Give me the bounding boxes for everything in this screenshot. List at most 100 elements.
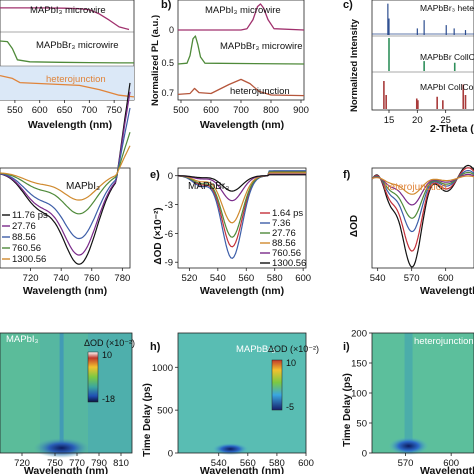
panel-e-line-2 (177, 171, 306, 238)
panel-f-ylabel: ΔOD (349, 215, 360, 237)
panel-d-line-4 (0, 145, 131, 201)
panel-d-legend-label-4: 1300.56 (12, 254, 46, 265)
panel-g-xtick-label-3: 790 (91, 458, 107, 469)
panel-i-xtick-label-0: 570 (398, 458, 414, 469)
panel-b-letter: b) (161, 0, 172, 11)
panel-a-line-1 (0, 40, 134, 64)
panel-b-line-0 (178, 3, 305, 31)
panel-d-xlabel: Wavelength (nm) (23, 285, 107, 297)
panel-g-feature-blob (33, 438, 90, 458)
panel-h-xlabel: Wavelength (nm) (200, 465, 284, 474)
panel-e-legend-label-3: 88.56 (272, 238, 296, 249)
panel-g-feature-band (59, 333, 64, 453)
panel-b-xtick-label-3: 800 (263, 105, 279, 116)
panel-g: MAPbI₃ ΔOD (×10⁻²) 10 -18 720 750 770 790 81… (0, 332, 135, 474)
panel-d-title: MAPbI₃ (66, 181, 100, 192)
panel-d-xtick-label-2: 760 (84, 273, 100, 284)
panel-d-xtick-label-3: 780 (114, 273, 130, 284)
panel-g-cbar-min: -18 (102, 394, 115, 404)
panel-g-colorbar (87, 351, 99, 403)
panel-a-line-2 (0, 74, 135, 98)
panel-c-xtick-label-2: 25 (440, 115, 451, 126)
panel-i-ytick-label-4: 200 (351, 329, 367, 340)
panel-b-line-1 (177, 35, 305, 65)
panel-d-legend-label-2: 88.56 (12, 232, 36, 243)
panel-c-label-2: MAPbBr CollCode12 (420, 52, 474, 62)
panel-h-colorbar (271, 359, 283, 411)
panel-h-ylabel: Time Delay (ps) (142, 383, 153, 457)
panel-h-cbar-label: ΔOD (×10⁻²) (268, 344, 319, 354)
panel-e-xtick-label-1: 540 (210, 273, 226, 284)
panel-g-xtick-label-0: 720 (14, 458, 30, 469)
panel-a-xtick-label-2: 650 (57, 105, 73, 116)
panel-i-feature-blob (388, 437, 429, 455)
panel-d-legend-label-3: 760.56 (12, 243, 41, 254)
panel-d-legend-label-0: 11.76 ps (12, 210, 48, 221)
panel-b-ytick-0: 0 (169, 25, 174, 35)
panel-h-xtick-label-3: 580 (269, 458, 285, 469)
panel-e-ytick-label-3: -9 (165, 258, 173, 269)
panel-e-line-5 (177, 174, 306, 192)
panel-g-xlabel: Wavelength (nm) (24, 465, 108, 474)
panel-d-line-2 (0, 107, 131, 240)
panel-h-feature-blob (212, 443, 249, 455)
panel-g-xtick-label-1: 750 (47, 458, 63, 469)
panel-b-xtick-label-0: 500 (173, 105, 189, 116)
panel-h-letter: h) (150, 341, 161, 353)
panel-a-xtick-label-3: 700 (81, 105, 97, 116)
panel-b-ytick-2: 0.7 (161, 88, 174, 98)
panel-e-ylabel: ΔOD (×10⁻²) (153, 207, 164, 264)
panel-i-ylabel: Time Delay (ps) (342, 373, 353, 447)
panel-f-title: heterojunction (384, 182, 447, 193)
panel-g-cbar-label: ΔOD (×10⁻²) (84, 338, 135, 348)
panel-a-xtick-label-1: 600 (32, 105, 48, 116)
panel-e: e) MAPbBr₃ 1.64 ps7.3627.7688.56760.5613… (150, 167, 311, 297)
panel-d-xtick-label-0: 720 (23, 273, 39, 284)
panel-h-ytick-label-0: 0 (168, 449, 173, 460)
panel-h: h) MAPbBr₃ ΔOD (×10⁻²) 10 -5 0 500 1000 Ti… (142, 332, 319, 474)
panel-g-xtick-label-4: 810 (113, 458, 129, 469)
panel-e-ytick-label-2: -6 (165, 229, 173, 240)
panel-c-letter: c) (343, 0, 353, 11)
panel-f-xtick-label-1: 570 (404, 273, 420, 284)
panel-d-line-3 (0, 132, 131, 215)
panel-e-letter: e) (150, 169, 160, 181)
panel-c-ylabel: Normalized Intensity (349, 18, 360, 112)
panel-h-ytick-label-1: 500 (157, 406, 173, 417)
panel-i-title: heterojunction (414, 336, 474, 347)
panel-d-line-1 (0, 91, 131, 256)
panel-d-legend-label-1: 27.76 (12, 221, 36, 232)
panel-f-xtick-label-0: 540 (370, 273, 386, 284)
panel-e-xtick-label-3: 580 (267, 273, 283, 284)
panel-b-label-mapbbr3: MAPbBr₃ microwire (220, 41, 303, 52)
panel-a-label-mapbbr3: MAPbBr₃ microwire (36, 40, 119, 51)
panel-g-map-left (0, 333, 40, 453)
panel-i-letter: i) (343, 341, 350, 353)
panel-e-xtick-label-0: 520 (181, 273, 197, 284)
panel-h-cbar-min: -5 (286, 402, 294, 412)
panel-h-map (178, 333, 306, 453)
panel-i: i) heterojunction 0 50 100 150 200 Time Dela… (342, 329, 474, 474)
panel-a-xtick-label-4: 750 (106, 105, 122, 116)
panel-f-xtick-label-2: 600 (438, 273, 454, 284)
panel-a-label-mapbi3: MAPbI₃ microwire (30, 5, 106, 16)
panel-c-xtick-label-1: 20 (412, 115, 423, 126)
panel-e-xlabel: Wavelength (nm) (200, 285, 284, 297)
panel-i-map (372, 333, 474, 453)
panel-a: MAPbI₃ microwire MAPbBr₃ microwire heter… (0, 0, 135, 131)
panel-f-line-5 (371, 175, 474, 195)
panel-b-xtick-label-2: 700 (233, 105, 249, 116)
panel-e-line-3 (177, 172, 306, 224)
panel-i-feature-band (404, 333, 413, 453)
panel-b-xtick-label-1: 600 (203, 105, 219, 116)
panel-b: b) MAPbI₃ microwire MAPbBr₃ microwire he… (150, 0, 309, 131)
panel-i-ytick-label-2: 100 (351, 389, 367, 400)
panel-d-xtick-label-1: 740 (53, 273, 69, 284)
panel-b-xtick-label-4: 900 (293, 105, 309, 116)
panel-c-xtick-label-0: 15 (384, 115, 395, 126)
panel-g-title: MAPbI₃ (6, 334, 39, 345)
panel-e-legend-label-5: 1300.56 (272, 258, 306, 269)
panel-g-frame (0, 332, 133, 454)
